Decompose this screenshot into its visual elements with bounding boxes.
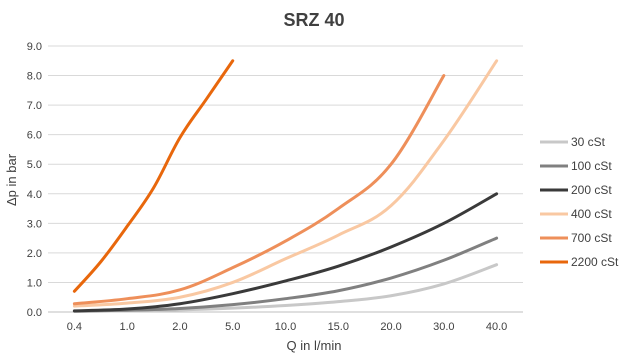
series-line-3	[72, 59, 499, 308]
series-line-2	[72, 192, 499, 313]
series-line-5	[72, 59, 235, 293]
y-tick-label: 2.0	[27, 248, 42, 260]
series-line-0	[72, 263, 499, 313]
x-axis-label: Q in l/min	[287, 338, 342, 353]
y-axis-label: Δp in bar	[4, 153, 19, 206]
y-tick-labels: 0.0 1.0 2.0 3.0 4.0 5.0 6.0 7.0 8.0 9.0	[27, 41, 42, 319]
legend-label: 2200 cSt	[571, 255, 619, 269]
legend-label: 200 cSt	[571, 183, 612, 197]
x-tick-label: 10.0	[275, 321, 296, 333]
y-tick-label: 4.0	[27, 189, 42, 201]
x-tick-label: 5.0	[225, 321, 240, 333]
y-tick-label: 1.0	[27, 277, 42, 289]
x-tick-label: 30.0	[433, 321, 454, 333]
legend: 30 cSt 100 cSt 200 cSt 400 cSt 700 cSt 2200 c…	[540, 135, 619, 269]
x-tick-label: 2.0	[172, 321, 187, 333]
series-line-4	[72, 74, 446, 306]
x-tick-label: 20.0	[380, 321, 401, 333]
y-tick-label: 0.0	[27, 307, 42, 319]
x-tick-label: 0.4	[67, 321, 82, 333]
y-tick-label: 3.0	[27, 218, 42, 230]
legend-label: 700 cSt	[571, 231, 612, 245]
series-lines	[72, 59, 499, 313]
legend-label: 30 cSt	[571, 135, 606, 149]
x-tick-label: 15.0	[328, 321, 349, 333]
series-line-1	[72, 236, 499, 313]
x-tick-label: 1.0	[120, 321, 135, 333]
y-tick-label: 5.0	[27, 159, 42, 171]
chart-title: SRZ 40	[283, 10, 344, 30]
y-tick-label: 8.0	[27, 71, 42, 83]
grid-lines	[48, 45, 523, 313]
y-tick-label: 7.0	[27, 100, 42, 112]
x-tick-labels: 0.4 1.0 2.0 5.0 10.0 15.0 20.0 30.0 40.0	[67, 321, 508, 333]
y-tick-label: 6.0	[27, 130, 42, 142]
y-tick-label: 9.0	[27, 41, 42, 53]
legend-label: 100 cSt	[571, 159, 612, 173]
legend-label: 400 cSt	[571, 207, 612, 221]
x-tick-label: 40.0	[486, 321, 507, 333]
